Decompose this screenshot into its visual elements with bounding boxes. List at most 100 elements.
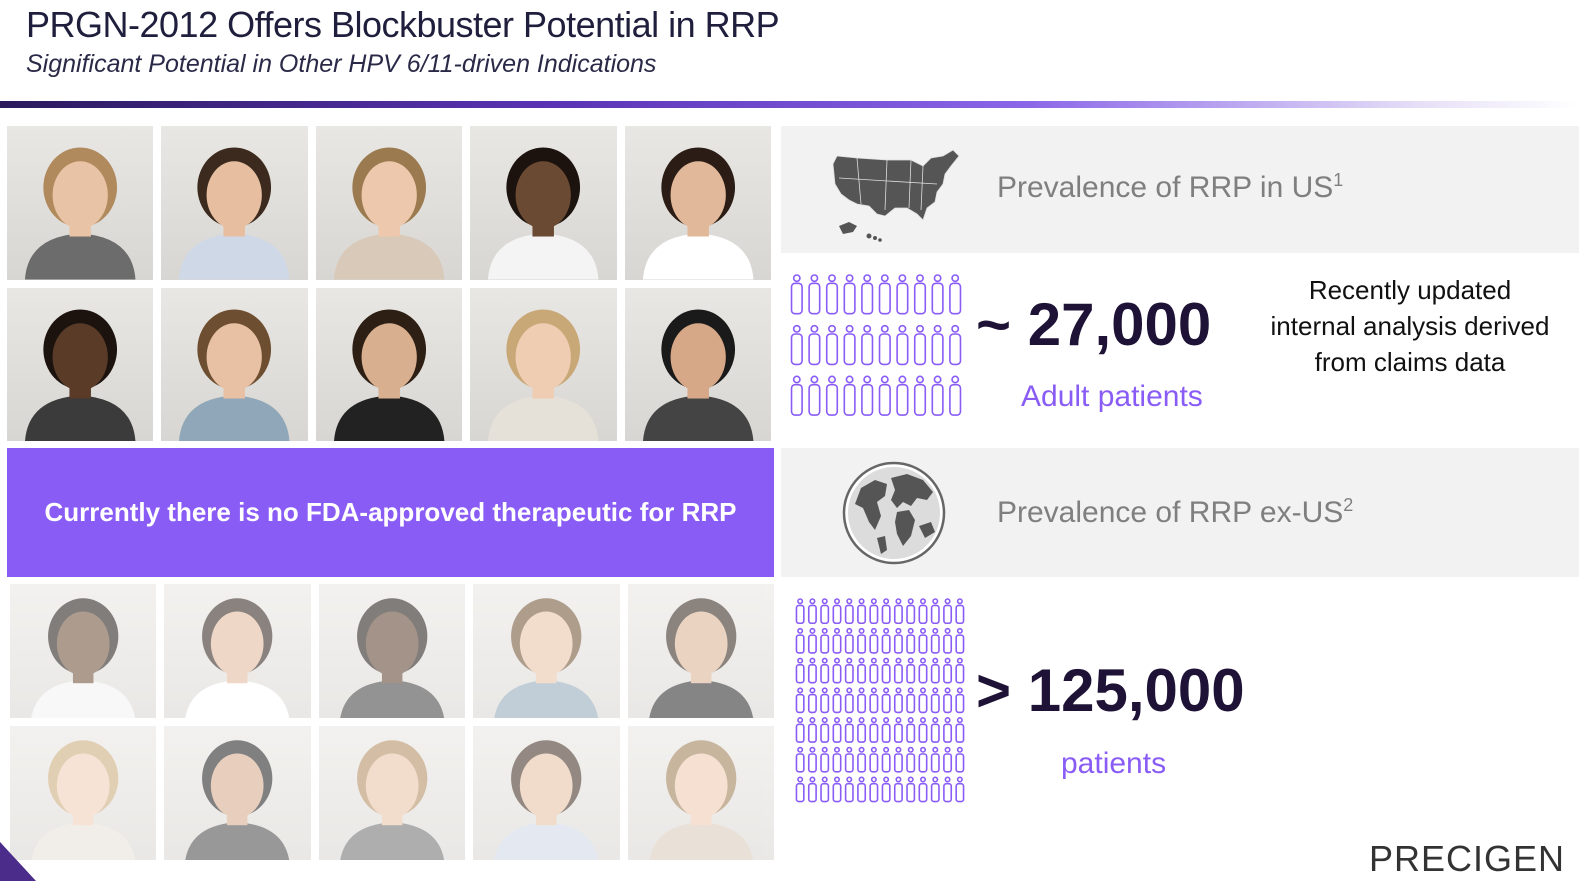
fda-banner-text: Currently there is no FDA-approved thera… [44,497,737,527]
person-pictogram-body [790,282,803,315]
person-pictogram-body [949,282,962,315]
person-pictogram-head [951,274,960,283]
person-pictogram-body [832,723,842,743]
person-pictogram-head [858,657,865,664]
person-pictogram-head [833,627,841,634]
person-pictogram-body [807,604,817,625]
person-pictogram-body [906,664,916,684]
person-pictogram-body [881,753,891,773]
person-pictogram-head [792,274,801,283]
person-pictogram-body [857,753,867,773]
person-pictogram-body [943,723,953,743]
person-photo [318,584,466,718]
person-photo [318,726,466,860]
person-pictogram-body [955,634,965,654]
person-pictogram-head [919,598,927,605]
person-pictogram-head [858,776,865,783]
person-pictogram-body [931,383,944,416]
person-pictogram-head [846,687,853,694]
person-pictogram-head [797,687,804,694]
person-pictogram-head [833,717,841,724]
person-pictogram-body [843,333,856,366]
person-pictogram-body [943,782,953,803]
portrait-figure [333,147,445,280]
person-pictogram-body [896,333,909,366]
person-pictogram-body [913,282,927,315]
person-pictogram-head [907,627,914,634]
person-pictogram-head [883,717,890,724]
people-icon [790,274,962,416]
portrait-figure [488,308,599,441]
person-pictogram-body [869,693,879,714]
person-pictogram-body [825,383,839,416]
person-pictogram-body [918,634,928,654]
portrait-figure [179,147,290,280]
person-pictogram-head [919,627,927,634]
person-pictogram-head [870,657,877,664]
portrait-figure [642,308,754,441]
person-pictogram-head [932,717,939,724]
person-pictogram-body [893,753,903,773]
person-pictogram-head [919,776,927,783]
person-pictogram-head [907,746,914,753]
person-pictogram-body [955,753,965,773]
person-pictogram-head [956,717,963,724]
person-pictogram-body [795,723,805,743]
person-pictogram-head [821,746,828,753]
person-pictogram-body [906,693,916,714]
person-pictogram-body [795,782,805,803]
person-pictogram-body [943,753,953,773]
person-pictogram-head [809,657,816,664]
person-pictogram-head [916,324,924,333]
person-pictogram-body [881,723,891,743]
person-pictogram-body [955,782,965,803]
person-pictogram-body [881,604,891,625]
person-pictogram-body [955,693,965,714]
person-pictogram-body [930,693,940,714]
person-pictogram-head [907,717,914,724]
person-pictogram-head [797,657,804,664]
person-pictogram-body [930,634,940,654]
person-pictogram-head [845,274,854,283]
person-pictogram-body [808,383,821,416]
person-pictogram-head [883,598,890,605]
person-pictogram-body [943,693,953,714]
person-photo [470,126,617,280]
person-pictogram-body [949,333,962,366]
person-pictogram-head [797,598,804,605]
person-photo [7,126,154,280]
person-pictogram-head [846,776,853,783]
person-pictogram-body [918,782,928,803]
person-pictogram-body [918,664,928,684]
person-pictogram-head [919,687,927,694]
portrait-figure [179,308,290,441]
person-pictogram-head [821,717,828,724]
person-pictogram-body [857,634,867,654]
person-photo [164,584,311,718]
person-pictogram-head [833,687,841,694]
person-pictogram-body [832,664,842,684]
exus-prevalence-band: Prevalence of RRP ex-US2 [781,448,1579,577]
person-pictogram-head [956,598,963,605]
person-pictogram-body [857,723,867,743]
portrait-figure [340,598,444,718]
person-photo [627,584,774,718]
portrait-figure [494,740,599,860]
person-photo [473,584,620,718]
person-pictogram-body [832,693,842,714]
portrait-figure [31,740,136,860]
person-pictogram-head [797,746,804,753]
person-pictogram-body [878,383,891,416]
person-pictogram-head [828,324,836,333]
person-pictogram-head [870,687,877,694]
person-pictogram-head [932,746,939,753]
person-pictogram-body [918,693,928,714]
person-pictogram-head [828,375,836,384]
person-pictogram-body [795,634,805,654]
person-pictogram-body [857,664,867,684]
person-pictogram-head [863,375,872,384]
person-pictogram-body [869,753,879,773]
person-pictogram-body [795,604,805,625]
person-pictogram-head [932,776,939,783]
person-photo [7,287,154,441]
